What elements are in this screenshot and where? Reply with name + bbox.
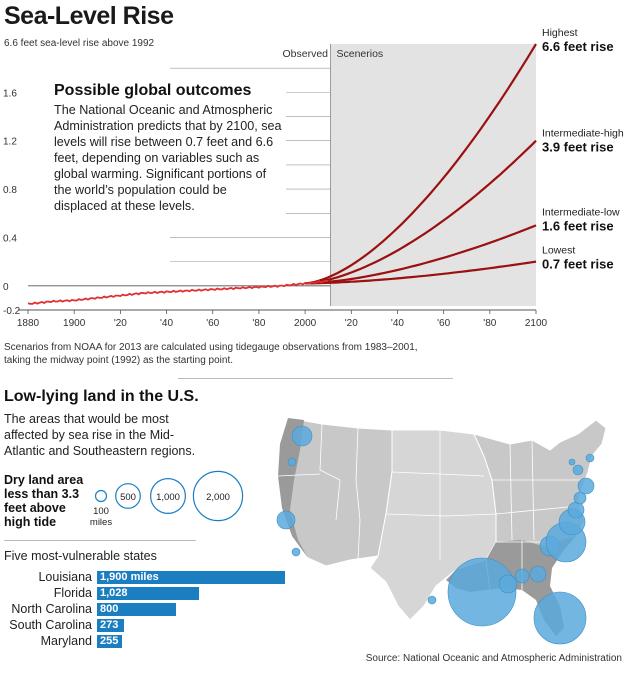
x-tick-label: '80 xyxy=(483,318,496,329)
legend-title: Dry land area less than 3.3 feet above h… xyxy=(4,473,84,529)
legend-bubble xyxy=(150,478,186,514)
state-bar xyxy=(97,635,123,648)
map-bubble xyxy=(577,477,595,495)
x-tick-label: 1880 xyxy=(17,318,40,329)
map-bubble xyxy=(567,501,585,519)
map-bubble xyxy=(514,568,530,584)
legend-bubble-label: 100 xyxy=(93,506,109,517)
us-west-coast-shading xyxy=(278,418,308,558)
map-title: Low-lying land in the U.S. xyxy=(4,388,199,405)
x-tick-label: '20 xyxy=(114,318,127,329)
map-bubble xyxy=(291,547,301,557)
x-tick-label: '40 xyxy=(160,318,173,329)
series-lines xyxy=(27,43,537,305)
states-title: Five most-vulnerable states xyxy=(4,549,157,563)
map-subtitle: The areas that would be most affected by… xyxy=(4,412,196,458)
state-bar-value: 1,900 miles xyxy=(100,571,159,583)
series-line-observed xyxy=(27,279,329,305)
state-bar xyxy=(97,619,124,632)
series-line-highest xyxy=(304,43,537,285)
series-value-label: 6.6 feet rise xyxy=(542,39,614,54)
state-bar xyxy=(97,603,177,616)
state-bar-value: 1,028 xyxy=(100,587,128,599)
legend-bubble-label: 500 xyxy=(120,492,136,503)
y-tick-label: 0.8 xyxy=(3,185,17,196)
series-name-label: Intermediate-low xyxy=(542,206,620,218)
y-tick-label: -0.2 xyxy=(3,306,21,317)
outcomes-annotation: Possible global outcomes The National Oc… xyxy=(50,80,286,218)
page-title: Sea-Level Rise xyxy=(4,2,174,30)
map-bubble xyxy=(276,510,296,530)
x-tick-label: 1900 xyxy=(63,318,86,329)
state-bar xyxy=(97,571,285,584)
map-bubbles xyxy=(276,425,595,645)
legend-divider xyxy=(4,540,196,541)
chart-note: Scenarios from NOAA for 2013 are calcula… xyxy=(4,342,418,366)
x-tick-label: '60 xyxy=(437,318,450,329)
legend-bubble-label: 2,000 xyxy=(206,492,230,503)
source-note: Source: National Oceanic and Atmospheric… xyxy=(365,653,622,664)
x-tick-label: '20 xyxy=(345,318,358,329)
state-bar-value: 255 xyxy=(100,635,119,647)
series-line-lowest xyxy=(305,260,537,285)
state-bar xyxy=(97,587,199,600)
chart-subtitle: 6.6 feet sea-level rise above 1992 xyxy=(4,38,155,49)
x-axis-ticks: 1880 1900 '20 '40 '60 '80 2000 '20 '40 '60 '80 2100 xyxy=(17,310,548,329)
x-tick-label: '80 xyxy=(252,318,265,329)
section-divider xyxy=(178,378,453,379)
y-tick-label: 1.6 xyxy=(3,88,17,99)
outcomes-title: Possible global outcomes xyxy=(54,82,252,99)
y-tick-label: 1.2 xyxy=(3,137,17,148)
legend-bubble-label: 1,000 xyxy=(156,492,180,503)
scenarios-label: Scenerios xyxy=(336,48,383,60)
scenario-band xyxy=(330,44,536,306)
series-name-label: Highest xyxy=(542,27,578,39)
series-value-label: 0.7 feet rise xyxy=(542,257,614,272)
series-name-label: Lowest xyxy=(542,245,575,257)
outcomes-body: The National Oceanic and Atmospheric Adm… xyxy=(54,103,282,213)
observed-label: Observed xyxy=(282,48,328,60)
series-value-label: 3.9 feet rise xyxy=(542,140,614,155)
series-name-label: Intermediate-high xyxy=(542,128,624,140)
x-tick-label: 2100 xyxy=(525,318,548,329)
map-bubble xyxy=(287,457,297,467)
legend-bubble xyxy=(94,489,108,503)
state-name: North Carolina xyxy=(11,602,92,616)
series-value-label: 1.6 feet rise xyxy=(542,218,614,233)
legend-unit-label: miles xyxy=(90,517,112,528)
map-bubble xyxy=(529,565,547,583)
map-bubble xyxy=(585,453,595,463)
state-name: Louisiana xyxy=(38,570,92,584)
map-bubble xyxy=(573,491,587,505)
series-line-intermediate-low xyxy=(305,224,537,285)
state-name: Maryland xyxy=(40,634,92,648)
legend-bubble xyxy=(115,483,141,509)
state-bar-value: 273 xyxy=(100,619,119,631)
map-bubble xyxy=(498,574,518,594)
state-name: Florida xyxy=(53,586,92,600)
map-bubble xyxy=(447,557,517,627)
legend-bubble xyxy=(192,470,244,522)
x-tick-label: '40 xyxy=(391,318,404,329)
sea-level-chart: 1.6 1.2 0.8 0.4 0 -0.2 1880 1900 '20 '40 '60 '80 20… xyxy=(3,27,624,329)
state-name: South Carolina xyxy=(9,618,92,632)
series-line-intermediate-high xyxy=(305,139,537,285)
y-axis-ticks: 1.6 1.2 0.8 0.4 0 -0.2 xyxy=(3,88,21,317)
x-tick-label: '60 xyxy=(206,318,219,329)
y-tick-label: 0.4 xyxy=(3,233,17,244)
y-tick-label: 0 xyxy=(3,282,9,293)
map-bubble xyxy=(427,595,437,605)
map-bubble xyxy=(568,458,576,466)
x-tick-label: 2000 xyxy=(294,318,317,329)
map-bubble xyxy=(572,464,584,476)
us-map xyxy=(276,417,607,645)
map-bubble xyxy=(533,591,587,645)
map-bubble xyxy=(291,425,313,447)
state-bar-value: 800 xyxy=(100,603,119,615)
